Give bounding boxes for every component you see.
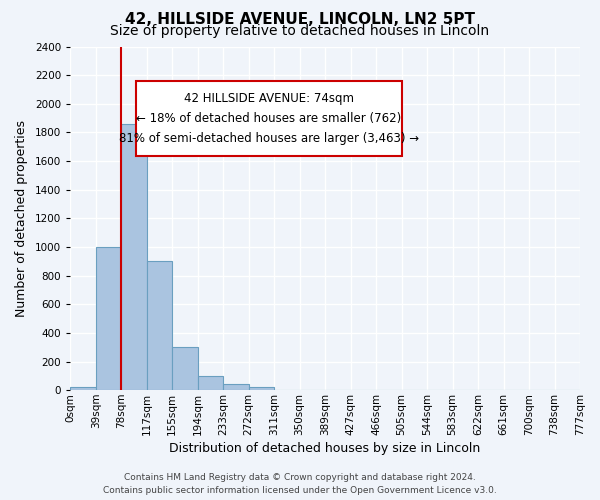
Bar bbox=[96, 247, 121, 390]
Text: 42, HILLSIDE AVENUE, LINCOLN, LN2 5PT: 42, HILLSIDE AVENUE, LINCOLN, LN2 5PT bbox=[125, 12, 475, 26]
FancyBboxPatch shape bbox=[136, 81, 401, 156]
Y-axis label: Number of detached properties: Number of detached properties bbox=[15, 120, 28, 317]
Bar bbox=[223, 384, 248, 390]
Text: Contains HM Land Registry data © Crown copyright and database right 2024.
Contai: Contains HM Land Registry data © Crown c… bbox=[103, 474, 497, 495]
Bar bbox=[146, 262, 172, 390]
Text: 42 HILLSIDE AVENUE: 74sqm
← 18% of detached houses are smaller (762)
81% of semi: 42 HILLSIDE AVENUE: 74sqm ← 18% of detac… bbox=[119, 92, 419, 145]
Bar bbox=[172, 347, 197, 390]
Bar bbox=[197, 376, 223, 390]
Bar bbox=[70, 388, 96, 390]
Bar bbox=[121, 124, 146, 390]
Bar bbox=[248, 388, 274, 390]
X-axis label: Distribution of detached houses by size in Lincoln: Distribution of detached houses by size … bbox=[169, 442, 481, 455]
Text: Size of property relative to detached houses in Lincoln: Size of property relative to detached ho… bbox=[110, 24, 490, 38]
